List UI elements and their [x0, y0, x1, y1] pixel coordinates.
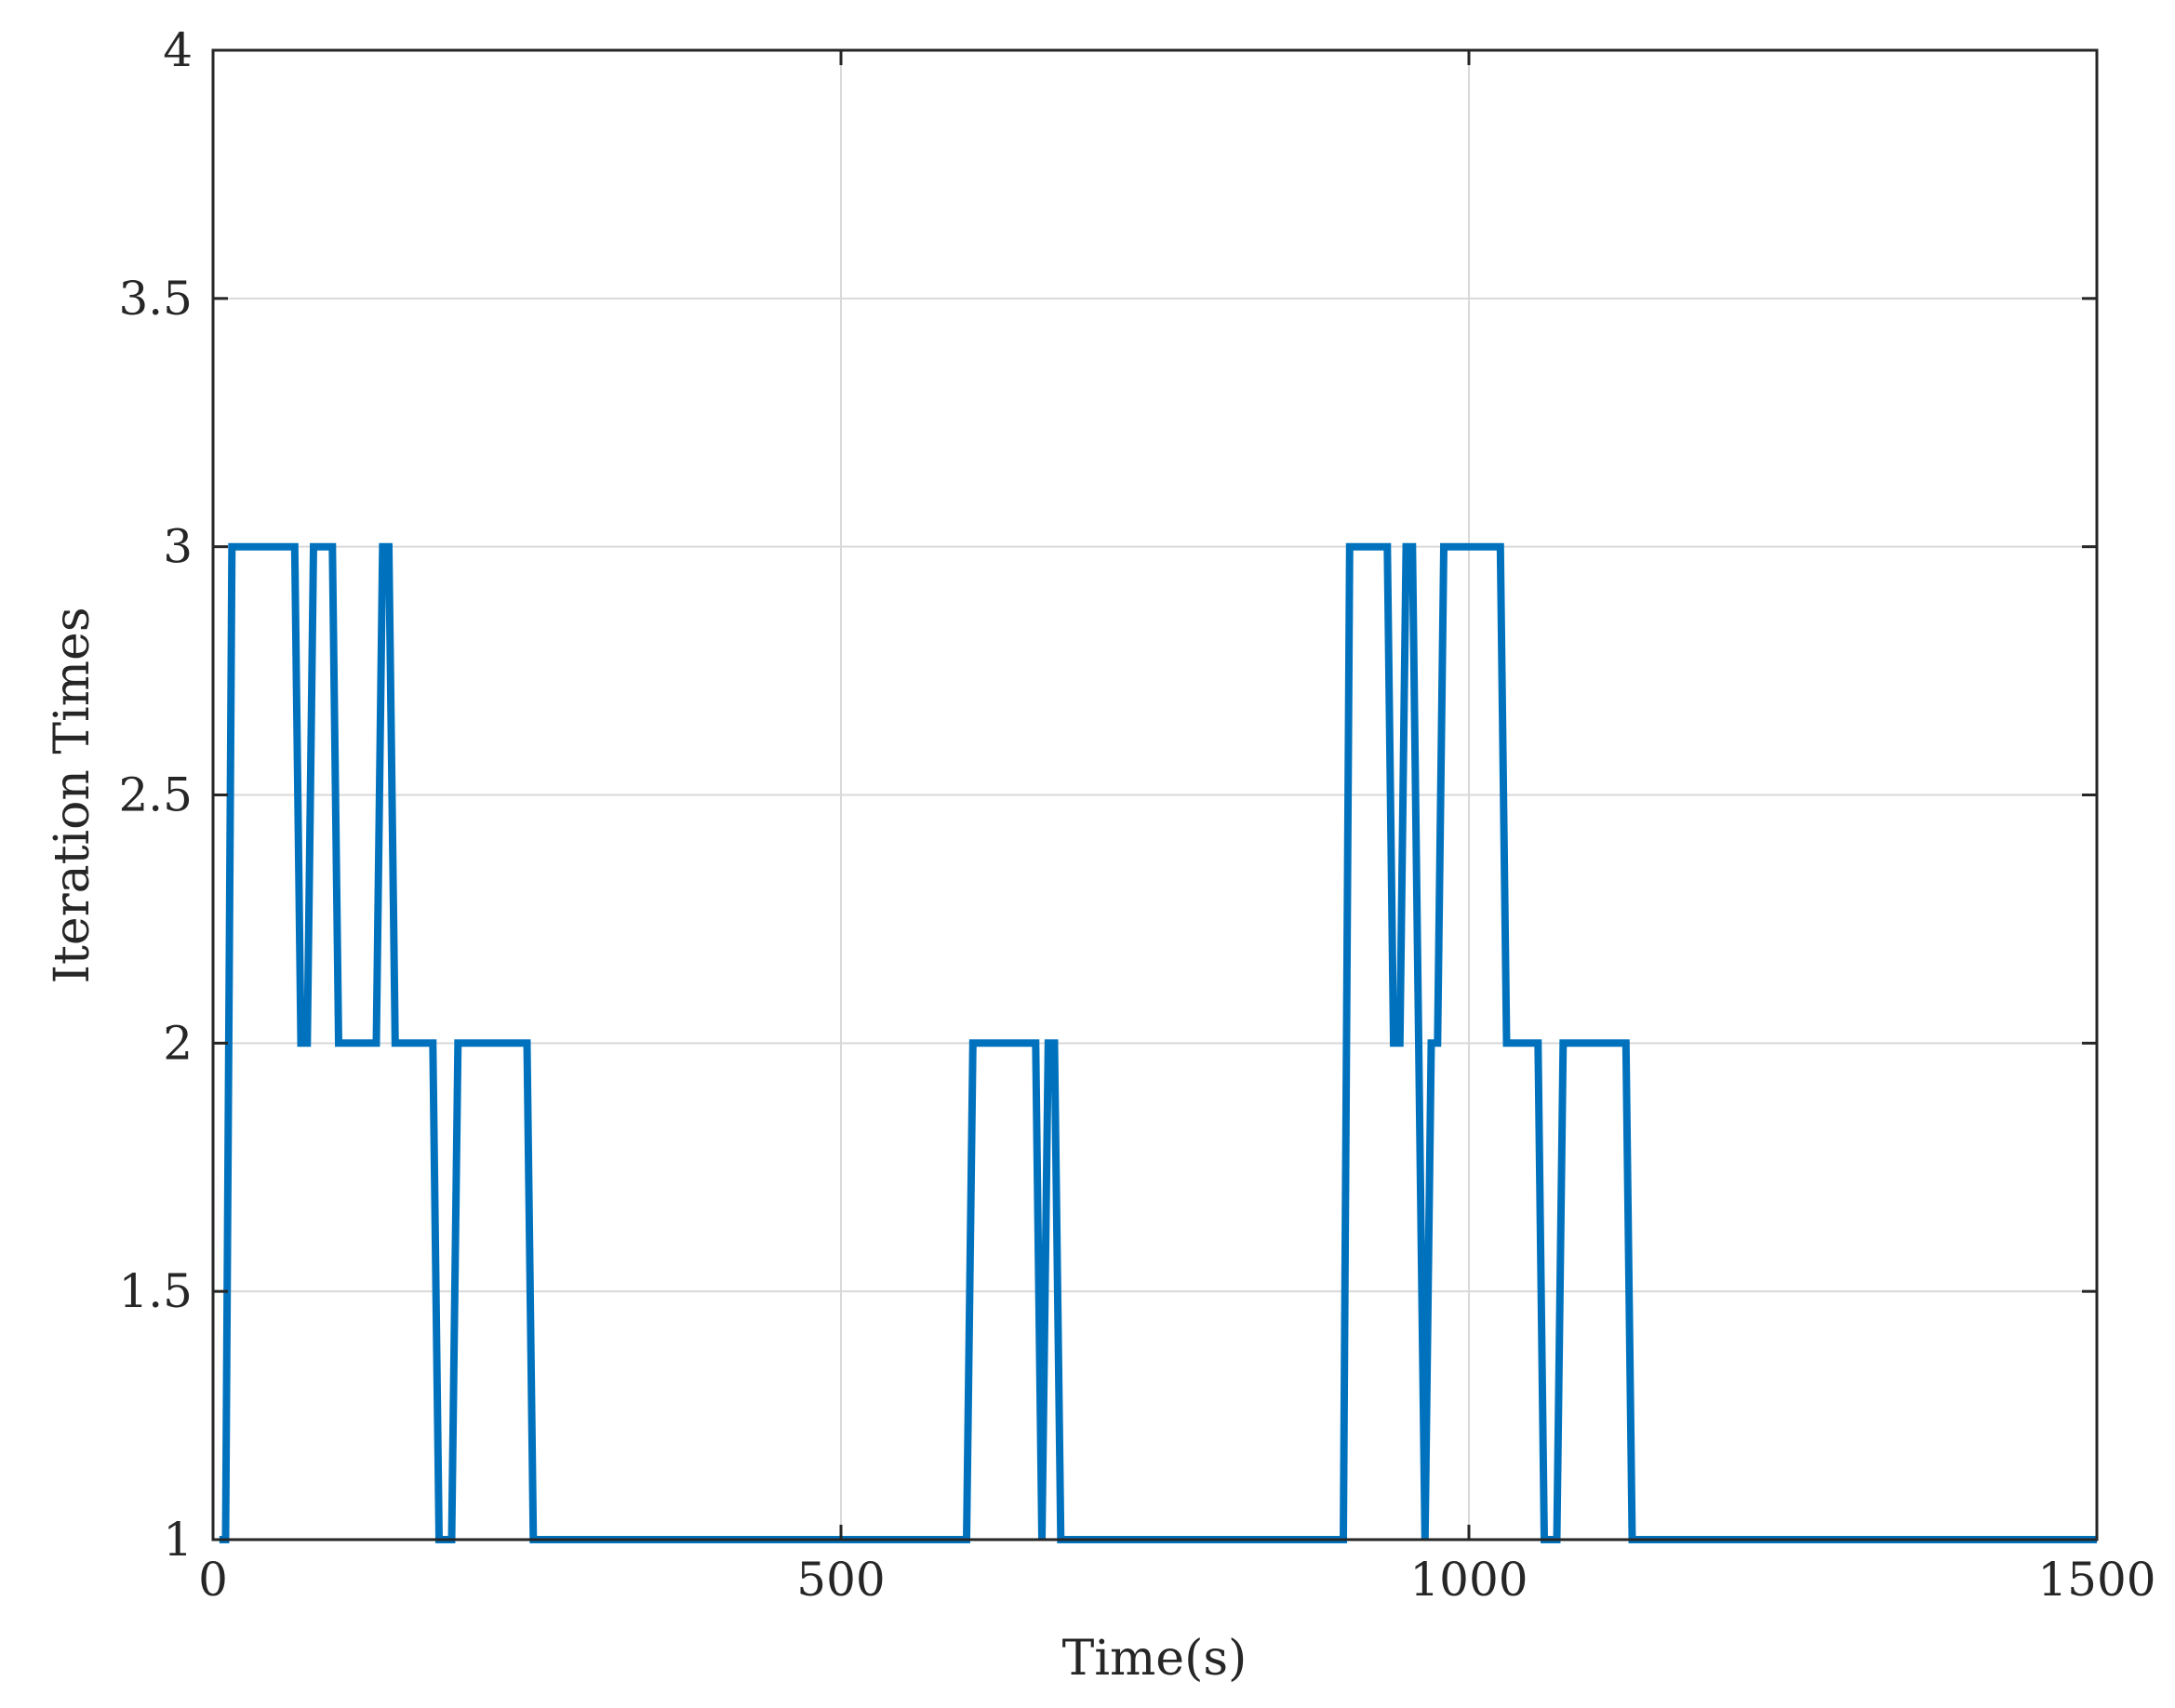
series-line-1 — [219, 542, 2097, 1543]
x-axis-label: Time(s) — [1062, 1631, 1248, 1687]
y-tick-label: 1.5 — [118, 1264, 193, 1318]
x-tick-label: 1000 — [1409, 1553, 1528, 1607]
x-tick-label: 500 — [796, 1553, 885, 1607]
x-tick-label: 0 — [198, 1553, 228, 1607]
y-tick-label: 2 — [163, 1016, 193, 1070]
y-tick-label: 2.5 — [118, 768, 193, 822]
y-tick-label: 4 — [163, 23, 193, 77]
grid-lines — [213, 50, 2097, 1540]
y-tick-label: 3 — [163, 520, 193, 574]
tick-labels: 0 500 1000 1500 1 1.5 2 2.5 3 3.5 4 — [118, 23, 2155, 1607]
y-axis-label: Iteration Times — [45, 607, 100, 983]
axes — [211, 48, 2099, 1541]
x-tick-label: 1500 — [2037, 1553, 2155, 1607]
series-layer — [219, 542, 2097, 1543]
y-tick-label: 1 — [163, 1513, 193, 1567]
y-tick-label: 3.5 — [118, 272, 193, 326]
